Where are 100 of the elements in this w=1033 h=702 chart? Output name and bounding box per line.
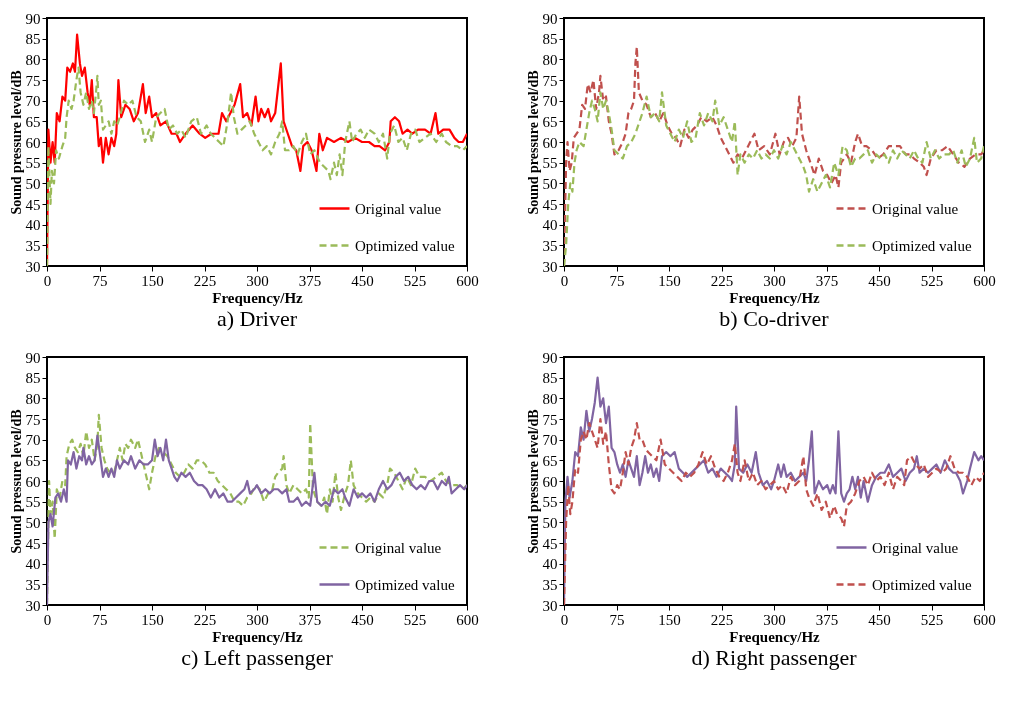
x-tick-label: 375 [815,272,839,289]
y-tick-label: 30 [542,258,558,275]
x-tick-label: 300 [763,611,786,628]
y-tick-label: 90 [542,10,558,27]
x-tick-label: 600 [973,272,996,289]
y-tick-label: 50 [25,175,41,192]
x-tick-label: 300 [246,272,269,289]
x-tick-label: 300 [246,611,269,628]
y-tick-label: 55 [542,494,558,511]
y-tick-label: 60 [542,473,558,490]
y-tick-label: 90 [542,349,558,366]
text: a) Driver [216,306,298,331]
y-tick-label: 65 [542,113,558,130]
y-tick-label: 45 [542,196,558,213]
x-tick-label: 225 [193,611,217,628]
y-axis-title: Sound pressure level/dB [525,409,541,554]
legend-label: Original value [872,200,959,217]
x-tick-label: 150 [141,611,164,628]
y-tick-label: 85 [542,370,558,387]
y-tick-label: 75 [25,72,41,89]
x-axis-title: Frequency/Hz [729,289,821,306]
x-tick-label: 450 [868,272,891,289]
y-tick-label: 55 [542,155,558,172]
y-tick-label: 45 [25,196,41,213]
y-tick-label: 80 [542,51,558,68]
y-tick-label: 65 [25,452,41,469]
y-tick-label: 55 [25,494,41,511]
x-tick-label: 75 [609,272,625,289]
x-tick-label: 450 [351,611,374,628]
x-tick-label: 375 [298,611,322,628]
x-tick-label: 525 [920,611,944,628]
line-series [564,417,984,605]
x-tick-label: 600 [973,611,996,628]
y-tick-label: 75 [25,411,41,428]
legend-label: Original value [355,200,442,217]
text: b) Co-driver [719,306,830,331]
x-tick-label: 450 [351,272,374,289]
x-tick-label: 525 [403,611,427,628]
y-axis-title: Sound pressure level/dB [8,70,24,215]
y-tick-label: 50 [542,175,558,192]
y-axis-title: Sound pressure level/dB [8,409,24,554]
y-tick-label: 40 [542,217,558,234]
x-tick-label: 600 [456,272,479,289]
y-tick-label: 45 [542,535,558,552]
x-tick-label: 75 [609,611,625,628]
y-tick-label: 35 [542,576,558,593]
y-tick-label: 65 [542,452,558,469]
y-tick-label: 35 [25,237,41,254]
legend-label: Optimized value [355,576,455,593]
x-tick-label: 225 [710,611,734,628]
y-tick-label: 30 [25,597,41,614]
x-tick-label: 600 [456,611,479,628]
y-tick-label: 85 [542,31,558,48]
x-axis-title: Frequency/Hz [729,628,821,645]
y-tick-label: 70 [542,93,558,110]
x-tick-label: 75 [92,272,108,289]
x-tick-label: 150 [141,272,164,289]
y-tick-label: 65 [25,113,41,130]
y-tick-label: 50 [25,514,41,531]
x-tick-label: 0 [43,611,52,628]
y-tick-label: 50 [542,514,558,531]
x-tick-label: 75 [92,611,108,628]
x-tick-label: 225 [193,272,217,289]
text: c) Left passenger [181,645,334,670]
x-tick-label: 525 [920,272,944,289]
legend-label: Original value [355,539,442,556]
y-tick-label: 40 [25,217,41,234]
y-tick-label: 40 [542,556,558,573]
text: d) Right passenger [691,645,858,670]
x-tick-label: 150 [658,272,681,289]
x-tick-label: 375 [298,272,322,289]
y-tick-label: 90 [25,349,41,366]
y-tick-label: 80 [542,390,558,407]
legend-label: Optimized value [355,237,455,254]
x-tick-label: 0 [560,611,569,628]
x-tick-label: 0 [560,272,569,289]
x-tick-label: 525 [403,272,427,289]
y-tick-label: 60 [25,473,41,490]
legend-label: Optimized value [872,576,972,593]
y-tick-label: 60 [25,134,41,151]
y-tick-label: 60 [542,134,558,151]
line-series [564,91,984,266]
y-tick-label: 85 [25,31,41,48]
y-tick-label: 75 [542,72,558,89]
y-tick-label: 75 [542,411,558,428]
y-tick-label: 70 [25,432,41,449]
y-tick-label: 80 [25,51,41,68]
y-tick-label: 30 [25,258,41,275]
y-tick-label: 70 [542,432,558,449]
y-tick-label: 55 [25,155,41,172]
legend-label: Original value [872,539,959,556]
y-tick-label: 40 [25,556,41,573]
y-tick-label: 45 [25,535,41,552]
x-tick-label: 450 [868,611,891,628]
y-tick-label: 80 [25,390,41,407]
y-axis-title: Sound pressure level/dB [525,70,541,215]
legend-label: Optimized value [872,237,972,254]
x-tick-label: 0 [43,272,52,289]
y-tick-label: 30 [542,597,558,614]
y-tick-label: 90 [25,10,41,27]
